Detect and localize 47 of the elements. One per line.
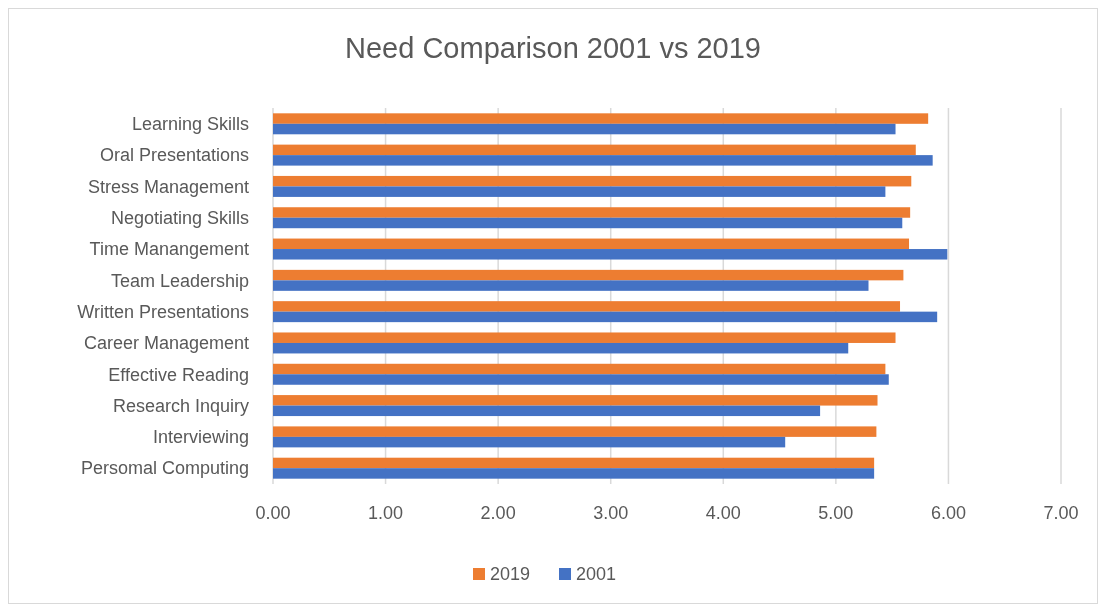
bar bbox=[273, 175, 912, 187]
bar bbox=[273, 186, 886, 197]
bar bbox=[273, 374, 889, 385]
x-tick-label: 7.00 bbox=[1043, 503, 1079, 523]
y-tick-label: Stress Management bbox=[87, 176, 249, 197]
x-tick-label: 3.00 bbox=[593, 503, 629, 523]
legend-label: 2019 bbox=[490, 564, 531, 585]
x-tick-label: 0.00 bbox=[255, 503, 291, 523]
bar bbox=[273, 301, 901, 312]
y-tick-label: Negotiating Skills bbox=[110, 208, 249, 229]
legend-label: 2001 bbox=[576, 564, 617, 585]
bar bbox=[273, 468, 875, 479]
bar bbox=[273, 155, 933, 166]
bar bbox=[273, 311, 938, 323]
y-tick-label: Oral Presentations bbox=[99, 145, 249, 166]
bar bbox=[273, 144, 916, 156]
bar bbox=[273, 113, 929, 124]
bar bbox=[273, 280, 869, 291]
y-tick-label: Persomal Computing bbox=[80, 458, 249, 479]
x-tick-label: 4.00 bbox=[705, 503, 741, 523]
y-tick-label: Interviewing bbox=[152, 427, 249, 448]
chart-title: Need Comparison 2001 vs 2019 bbox=[345, 32, 761, 64]
bar bbox=[273, 363, 886, 375]
y-tick-label: Written Presentations bbox=[77, 301, 249, 322]
bar bbox=[273, 332, 896, 343]
bar bbox=[273, 123, 896, 135]
y-tick-label: Learning Skills bbox=[131, 114, 249, 135]
x-tick-label: 2.00 bbox=[480, 503, 516, 523]
y-tick-label: Team Leadership bbox=[110, 270, 249, 291]
y-tick-label: Effective Reading bbox=[108, 364, 249, 385]
x-tick-label: 5.00 bbox=[818, 503, 854, 523]
bar bbox=[273, 395, 878, 406]
bar bbox=[273, 269, 904, 281]
bar bbox=[273, 238, 910, 250]
bar bbox=[273, 217, 903, 229]
bar bbox=[273, 457, 875, 469]
y-tick-label: Time Manangement bbox=[89, 239, 249, 260]
bar bbox=[273, 207, 911, 218]
y-tick-label: Career Management bbox=[83, 333, 249, 354]
bar bbox=[273, 342, 849, 354]
bar bbox=[273, 436, 786, 448]
bar bbox=[273, 426, 877, 437]
x-tick-label: 1.00 bbox=[368, 503, 404, 523]
y-tick-label: Research Inquiry bbox=[112, 395, 249, 416]
bar bbox=[273, 405, 821, 417]
x-tick-label: 6.00 bbox=[930, 503, 966, 523]
bar bbox=[273, 249, 948, 260]
